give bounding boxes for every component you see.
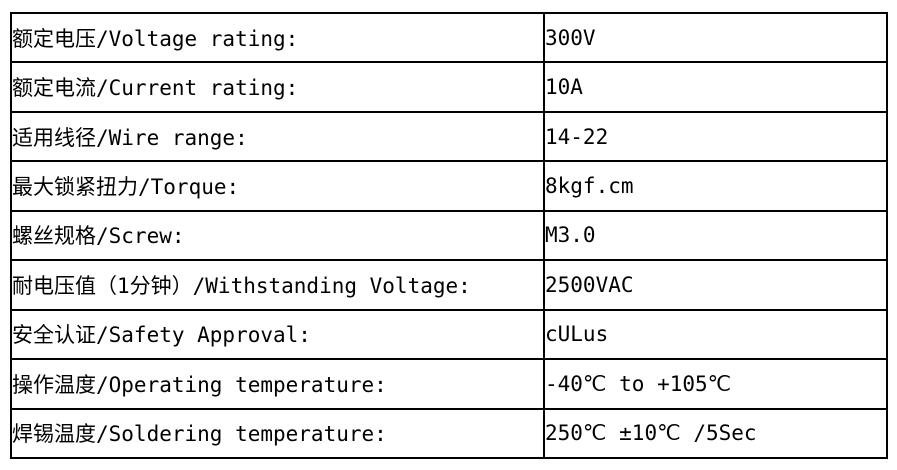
spec-label-screw: 螺丝规格/Screw: <box>10 209 545 262</box>
spec-value-wire-range: 14-22 <box>543 110 888 163</box>
spec-value-withstanding-voltage: 2500VAC <box>543 259 888 311</box>
spec-label-safety-approval: 安全认证/Safety Approval: <box>10 308 545 361</box>
table-row: 耐电压值（1分钟）/Withstanding Voltage: 2500VAC <box>10 259 888 311</box>
table-row: 额定电流/Current rating: 10A <box>10 61 888 113</box>
spec-label-voltage-rating: 额定电压/Voltage rating: <box>10 11 545 64</box>
spec-label-current-rating: 额定电流/Current rating: <box>10 61 545 113</box>
spec-label-wire-range: 适用线径/Wire range: <box>10 110 545 163</box>
table-row: 螺丝规格/Screw: M3.0 <box>10 209 888 262</box>
spec-value-screw: M3.0 <box>543 209 888 262</box>
spec-label-operating-temperature: 操作温度/Operating temperature: <box>10 358 545 410</box>
spec-value-voltage-rating: 300V <box>543 11 888 64</box>
spec-label-torque: 最大锁紧扭力/Torque: <box>10 160 545 212</box>
spec-label-withstanding-voltage: 耐电压值（1分钟）/Withstanding Voltage: <box>10 259 545 311</box>
table-row: 最大锁紧扭力/Torque: 8kgf.cm <box>10 160 888 212</box>
spec-value-operating-temperature: -40℃ to +105℃ <box>543 358 888 410</box>
table-row: 适用线径/Wire range: 14-22 <box>10 110 888 163</box>
table-row: 额定电压/Voltage rating: 300V <box>10 11 888 64</box>
spec-value-torque: 8kgf.cm <box>543 160 888 212</box>
spec-value-soldering-temperature: 250℃ ±10℃ /5Sec <box>543 407 888 459</box>
spec-value-safety-approval: cULus <box>543 308 888 361</box>
spec-label-soldering-temperature: 焊锡温度/Soldering temperature: <box>10 407 545 459</box>
spec-table: 额定电压/Voltage rating: 300V 额定电流/Current r… <box>10 11 888 459</box>
table-row: 操作温度/Operating temperature: -40℃ to +105… <box>10 358 888 410</box>
spec-table-container: 额定电压/Voltage rating: 300V 额定电流/Current r… <box>10 11 888 459</box>
table-row: 安全认证/Safety Approval: cULus <box>10 308 888 361</box>
spec-value-current-rating: 10A <box>543 61 888 113</box>
table-row: 焊锡温度/Soldering temperature: 250℃ ±10℃ /5… <box>10 407 888 459</box>
